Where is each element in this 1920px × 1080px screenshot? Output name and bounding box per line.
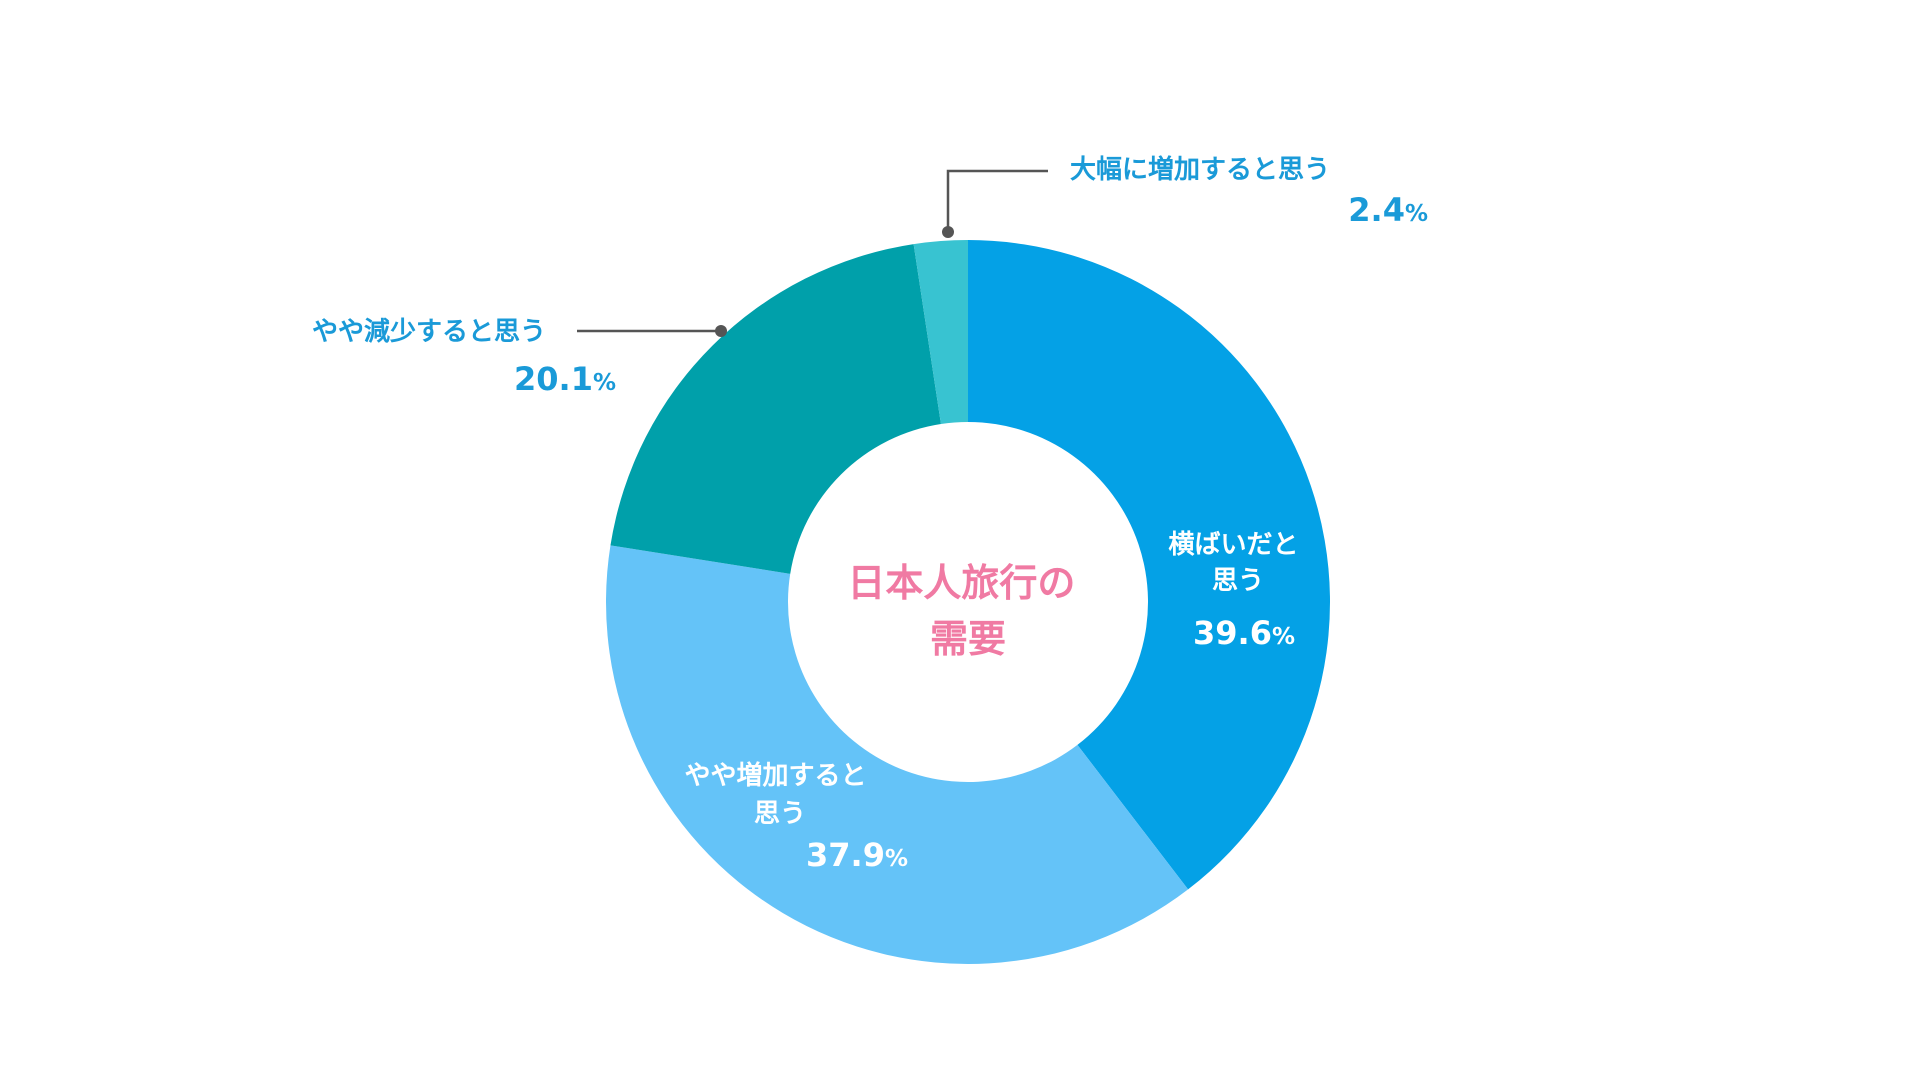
slice-label-group-flat: 横ばいだと 思う 39.6% <box>1168 530 1307 652</box>
slice-value-large-increase: 2.4% <box>1348 191 1428 229</box>
center-title: 日本人旅行の 需要 <box>847 561 1088 661</box>
leader-dot-slight-decrease <box>715 325 727 337</box>
donut-slices <box>606 240 1330 964</box>
slice-label-slight-increase: やや増加すると 思う <box>684 761 875 829</box>
leader-dot-large-increase <box>942 226 954 238</box>
center-title-line-1: 日本人旅行の <box>847 561 1075 605</box>
slice-label-group-large-increase: 大幅に増加すると思う 2.4% <box>942 155 1428 238</box>
center-title-line-2: 需要 <box>930 617 1006 661</box>
slice-flat <box>968 240 1330 890</box>
slice-label-large-increase: 大幅に増加すると思う <box>1070 155 1330 185</box>
leader-line-large-increase <box>946 169 1048 232</box>
slice-label-flat: 横ばいだと 思う <box>1168 530 1307 596</box>
slice-label-group-slight-decrease: やや減少すると思う 20.1% <box>312 317 727 398</box>
slice-slight-decrease <box>610 244 941 574</box>
slice-large-increase <box>913 240 968 425</box>
slice-slight-increase <box>606 545 1189 964</box>
slice-value-flat: 39.6% <box>1193 614 1295 652</box>
slice-label-slight-decrease: やや減少すると思う <box>312 317 546 347</box>
slice-value-slight-decrease: 20.1% <box>514 360 616 398</box>
slice-label-group-slight-increase: やや増加すると 思う 37.9% <box>684 761 908 874</box>
slice-value-slight-increase: 37.9% <box>806 836 908 874</box>
